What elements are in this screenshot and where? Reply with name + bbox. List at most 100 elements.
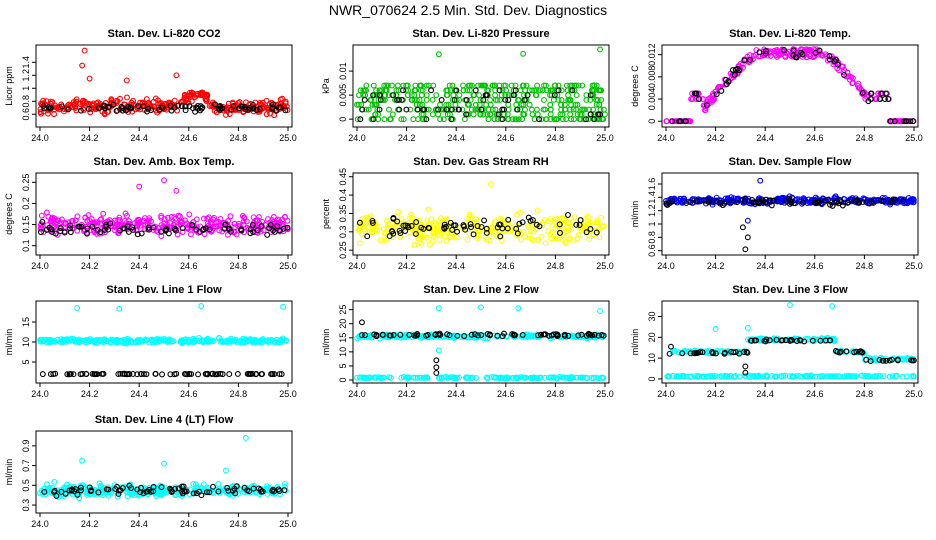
data-point xyxy=(404,92,411,99)
data-point xyxy=(195,371,202,378)
data-point xyxy=(894,118,901,125)
data-point xyxy=(50,219,57,226)
data-point xyxy=(755,373,761,380)
chart-panel-2: Stan. Dev. Li-820 Pressure 24.0 24.2 24.4 24… xyxy=(321,28,614,143)
data-point xyxy=(456,92,463,99)
data-point xyxy=(732,349,739,356)
data-point xyxy=(206,226,213,233)
data-point xyxy=(143,102,150,109)
data-point xyxy=(859,89,866,96)
data-point xyxy=(158,228,165,235)
data-point xyxy=(66,487,73,494)
series-secondary xyxy=(357,87,603,123)
data-point xyxy=(72,486,79,493)
data-point xyxy=(216,334,223,341)
data-point xyxy=(742,196,748,203)
data-point xyxy=(37,229,44,236)
data-point xyxy=(168,488,175,495)
data-point xyxy=(121,371,128,378)
data-point xyxy=(587,92,594,99)
data-point xyxy=(487,101,494,108)
data-point xyxy=(436,236,443,243)
data-point xyxy=(569,87,576,94)
data-point xyxy=(547,101,554,108)
data-point xyxy=(381,116,388,123)
data-point xyxy=(84,225,91,232)
x-tick-label: 25.0 xyxy=(279,261,297,271)
data-point xyxy=(464,374,471,381)
data-point xyxy=(72,217,79,224)
data-point xyxy=(194,102,201,109)
data-point xyxy=(433,370,440,376)
data-point xyxy=(360,374,367,381)
y-tick-label: 0.25 xyxy=(21,174,31,192)
data-point xyxy=(231,220,238,227)
data-point xyxy=(478,106,485,113)
data-point xyxy=(411,87,418,94)
data-point xyxy=(587,226,594,232)
data-point xyxy=(190,481,197,487)
data-point xyxy=(399,87,406,94)
data-point xyxy=(423,82,430,89)
data-point xyxy=(96,104,103,111)
data-point xyxy=(225,100,232,107)
data-point xyxy=(492,92,499,99)
data-point xyxy=(505,216,512,223)
plot-frame xyxy=(352,300,610,384)
data-point xyxy=(744,349,751,356)
data-point xyxy=(762,48,769,54)
data-point xyxy=(864,373,871,380)
series-primary xyxy=(355,181,607,248)
data-point xyxy=(481,217,488,224)
data-point xyxy=(423,106,430,113)
chart-panel-9: Stan. Dev. Line 3 Flow 24.0 24.2 24.4 24.6 24… xyxy=(630,284,923,399)
data-point xyxy=(467,82,473,89)
data-point xyxy=(461,116,468,123)
plot-frame xyxy=(352,44,610,128)
data-point xyxy=(487,181,494,188)
data-point xyxy=(883,357,890,364)
data-point xyxy=(171,104,178,111)
data-point xyxy=(467,221,474,228)
data-point xyxy=(259,371,266,377)
data-point xyxy=(123,77,130,84)
data-point xyxy=(594,219,601,226)
data-point xyxy=(238,227,245,234)
data-point xyxy=(173,227,179,234)
data-point xyxy=(722,373,729,380)
data-point xyxy=(392,224,398,231)
data-point xyxy=(383,87,390,94)
data-point xyxy=(505,106,512,113)
x-tick-label: 24.8 xyxy=(856,133,874,143)
data-point xyxy=(822,197,829,204)
data-point xyxy=(882,90,889,97)
data-point xyxy=(868,90,874,97)
data-point xyxy=(836,349,843,356)
data-point xyxy=(100,210,107,217)
data-point xyxy=(96,337,103,344)
data-point xyxy=(466,230,473,237)
data-point xyxy=(798,49,804,56)
data-point xyxy=(903,118,910,125)
data-point xyxy=(136,219,143,226)
data-point xyxy=(282,483,289,490)
chart-title: Stan. Dev. Line 2 Flow xyxy=(423,284,539,296)
data-point xyxy=(428,87,435,94)
data-point xyxy=(370,116,377,123)
data-point xyxy=(517,230,524,236)
data-point xyxy=(244,224,251,231)
data-point xyxy=(249,370,256,377)
data-point xyxy=(406,215,413,221)
y-tick-label: 15 xyxy=(338,333,348,343)
data-point xyxy=(666,350,673,357)
data-point xyxy=(867,96,874,102)
data-point xyxy=(843,348,850,355)
data-point xyxy=(126,482,133,489)
data-point xyxy=(803,373,810,380)
data-point xyxy=(875,90,882,97)
data-point xyxy=(229,337,236,344)
data-point xyxy=(115,490,122,497)
data-point xyxy=(567,96,574,103)
data-point xyxy=(215,480,222,487)
data-point xyxy=(771,47,778,54)
